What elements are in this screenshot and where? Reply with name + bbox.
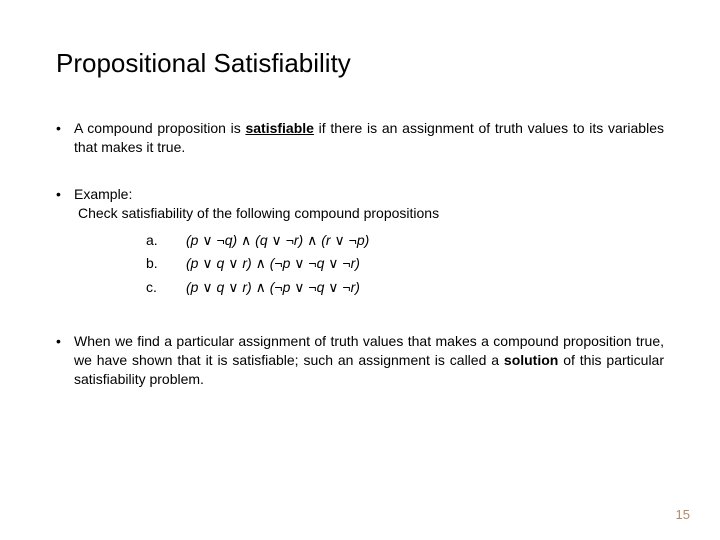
bullet-definition: • A compound proposition is satisfiable … (56, 119, 664, 157)
def-pre: A compound proposition is (74, 120, 245, 136)
bullet-text: When we find a particular assignment of … (74, 332, 664, 389)
formula-label-c: c. (146, 276, 186, 300)
def-keyword: satisfiable (245, 120, 313, 136)
formula-label-a: a. (146, 229, 186, 253)
example-intro: Check satisfiability of the following co… (78, 204, 664, 223)
formula-list: a. (p ∨ ¬q) ∧ (q ∨ ¬r) ∧ (r ∨ ¬p) b. (p … (146, 229, 664, 300)
formula-item-c: c. (p ∨ q ∨ r) ∧ (¬p ∨ ¬q ∨ ¬r) (146, 276, 664, 300)
bullet-example: • Example: Check satisfiability of the f… (56, 185, 664, 300)
page-number: 15 (676, 507, 690, 522)
slide-title: Propositional Satisfiability (56, 48, 664, 79)
formula-item-b: b. (p ∨ q ∨ r) ∧ (¬p ∨ ¬q ∨ ¬r) (146, 252, 664, 276)
formula-expr-a: (p ∨ ¬q) ∧ (q ∨ ¬r) ∧ (r ∨ ¬p) (186, 229, 369, 253)
bullet-marker: • (56, 119, 74, 157)
formula-label-b: b. (146, 252, 186, 276)
bullet-marker: • (56, 185, 74, 204)
bullet-marker: • (56, 332, 74, 389)
bullet-solution: • When we find a particular assignment o… (56, 332, 664, 389)
example-label: Example: (74, 185, 664, 204)
formula-expr-b: (p ∨ q ∨ r) ∧ (¬p ∨ ¬q ∨ ¬r) (186, 252, 360, 276)
bullet-text: A compound proposition is satisfiable if… (74, 119, 664, 157)
sol-keyword: solution (504, 352, 558, 368)
formula-expr-c: (p ∨ q ∨ r) ∧ (¬p ∨ ¬q ∨ ¬r) (186, 276, 360, 300)
formula-item-a: a. (p ∨ ¬q) ∧ (q ∨ ¬r) ∧ (r ∨ ¬p) (146, 229, 664, 253)
